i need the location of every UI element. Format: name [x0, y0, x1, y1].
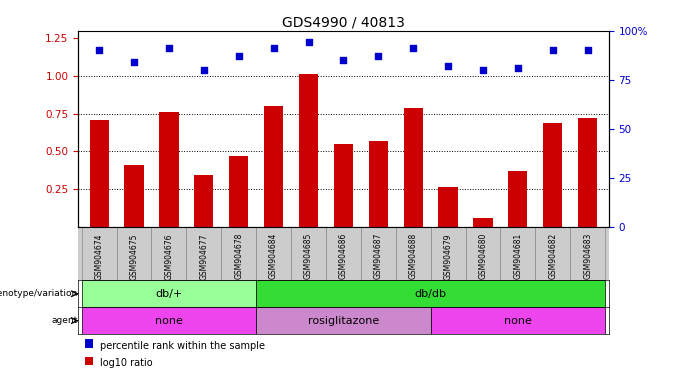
Text: GSM904677: GSM904677: [199, 233, 208, 280]
Bar: [439, 187, 458, 227]
Point: [408, 45, 419, 51]
Text: GSM904688: GSM904688: [409, 233, 418, 279]
Bar: [430, 227, 466, 280]
Bar: [326, 227, 361, 280]
Bar: [369, 141, 388, 227]
Bar: [82, 227, 116, 280]
Point: [129, 59, 139, 65]
Bar: [194, 175, 214, 227]
Bar: [90, 119, 109, 227]
Bar: [473, 217, 492, 227]
Point: [547, 47, 558, 53]
Point: [268, 45, 279, 51]
Text: GSM904686: GSM904686: [339, 233, 348, 280]
Text: percentile rank within the sample: percentile rank within the sample: [100, 341, 265, 351]
Point: [303, 40, 314, 46]
Text: log10 ratio: log10 ratio: [100, 358, 152, 368]
Text: GSM904683: GSM904683: [583, 233, 592, 280]
Bar: [578, 118, 597, 227]
Bar: [264, 106, 283, 227]
Text: db/+: db/+: [155, 289, 182, 299]
Text: GSM904684: GSM904684: [269, 233, 278, 280]
Point: [373, 53, 384, 59]
Bar: [256, 280, 605, 307]
Text: GSM904687: GSM904687: [374, 233, 383, 280]
Text: rosiglitazone: rosiglitazone: [308, 316, 379, 326]
Bar: [82, 307, 256, 334]
Point: [233, 53, 244, 59]
Title: GDS4990 / 40813: GDS4990 / 40813: [282, 16, 405, 30]
Point: [443, 63, 454, 69]
Bar: [299, 74, 318, 227]
Text: GSM904676: GSM904676: [165, 233, 173, 280]
Bar: [404, 108, 423, 227]
Bar: [256, 307, 430, 334]
Bar: [466, 227, 500, 280]
Bar: [543, 122, 562, 227]
Text: GSM904675: GSM904675: [129, 233, 139, 280]
Bar: [186, 227, 221, 280]
Text: GSM904685: GSM904685: [304, 233, 313, 280]
Point: [199, 67, 209, 73]
Bar: [82, 280, 256, 307]
Bar: [571, 227, 605, 280]
Bar: [291, 227, 326, 280]
Point: [477, 67, 488, 73]
Bar: [152, 227, 186, 280]
Text: GSM904680: GSM904680: [479, 233, 488, 280]
Bar: [116, 227, 152, 280]
Point: [513, 65, 524, 71]
Bar: [430, 307, 605, 334]
Bar: [229, 156, 248, 227]
Point: [582, 47, 593, 53]
Bar: [221, 227, 256, 280]
Bar: [334, 144, 353, 227]
Text: agent: agent: [51, 316, 78, 325]
Bar: [159, 112, 179, 227]
Text: none: none: [504, 316, 532, 326]
Bar: [361, 227, 396, 280]
Bar: [500, 227, 535, 280]
Bar: [124, 165, 143, 227]
Point: [163, 45, 174, 51]
Bar: [535, 227, 571, 280]
Text: genotype/variation: genotype/variation: [0, 289, 78, 298]
Text: GSM904679: GSM904679: [443, 233, 453, 280]
Text: none: none: [155, 316, 183, 326]
Bar: [396, 227, 430, 280]
Text: GSM904678: GSM904678: [234, 233, 243, 280]
Bar: [508, 171, 528, 227]
Text: GSM904681: GSM904681: [513, 233, 522, 279]
Text: GSM904674: GSM904674: [95, 233, 103, 280]
Bar: [256, 227, 291, 280]
Text: db/db: db/db: [415, 289, 447, 299]
Point: [338, 57, 349, 63]
Point: [94, 47, 105, 53]
Text: GSM904682: GSM904682: [548, 233, 558, 279]
